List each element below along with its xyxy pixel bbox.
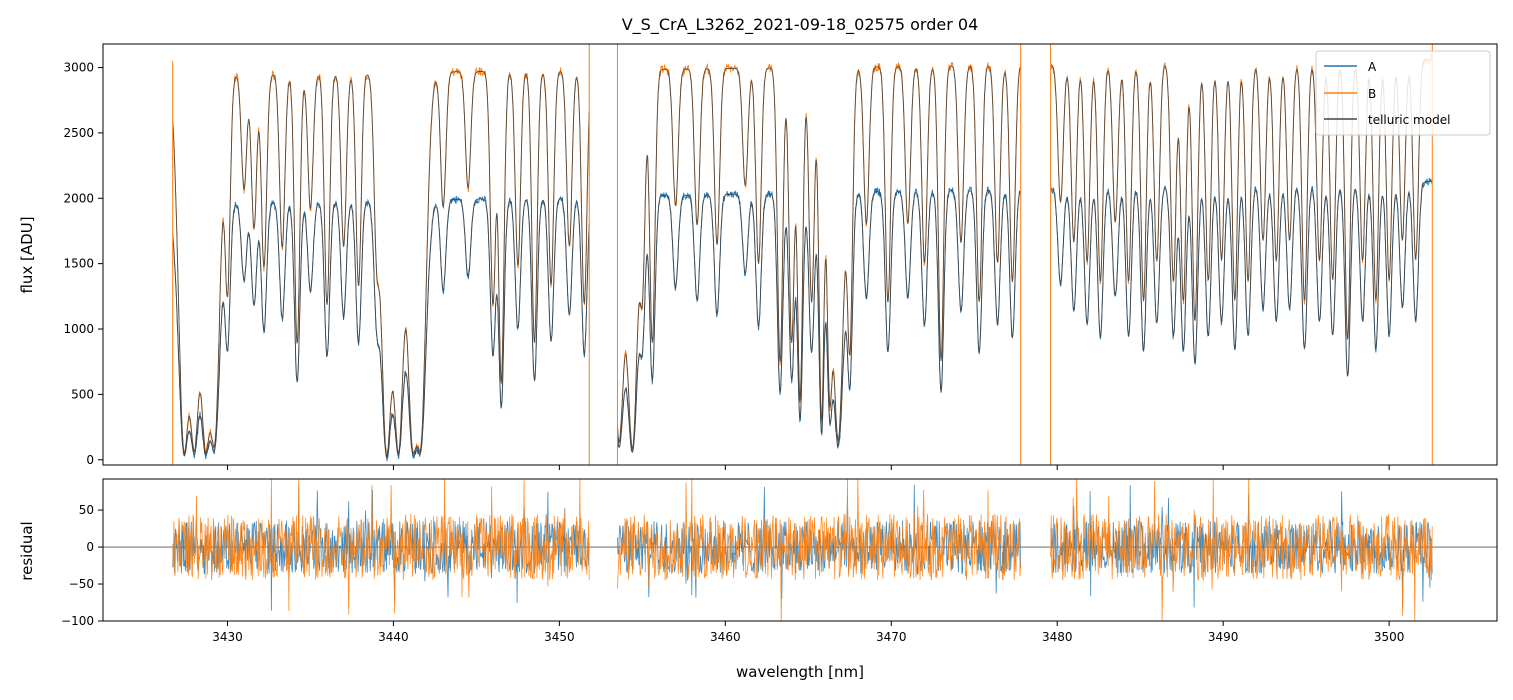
legend-label-b: B — [1368, 87, 1376, 101]
x-axis-label: wavelength [nm] — [736, 663, 864, 681]
residual-y-tick-label: 0 — [86, 540, 94, 554]
legend-label-a: A — [1368, 60, 1377, 74]
residual-x-ticks: 3430 3440 3450 3460 3470 3480 3490 3500 — [212, 621, 1404, 644]
x-tick-label: 3500 — [1374, 630, 1405, 644]
flux-series-group — [172, 44, 1433, 465]
x-tick-label: 3470 — [876, 630, 907, 644]
legend-box — [1315, 50, 1491, 136]
x-tick-label: 3450 — [544, 630, 575, 644]
telluric-model-b-segment-0 — [172, 71, 590, 457]
residual-b-line-segment-0 — [172, 479, 590, 615]
residual-b-line-segment-1 — [617, 479, 1021, 621]
residual-y-axis-label: residual — [18, 521, 36, 580]
telluric-model-a-segment-1 — [617, 189, 1022, 453]
flux-y-ticks: 0 500 1000 1500 2000 2500 3000 — [63, 61, 103, 467]
flux-y-tick-label: 3000 — [63, 61, 94, 75]
flux-y-tick-label: 0 — [86, 453, 94, 467]
flux-y-tick-label: 2000 — [63, 191, 94, 205]
residual-y-tick-label: −50 — [69, 577, 94, 591]
residual-b-line-segment-2 — [1050, 479, 1433, 621]
flux-y-tick-label: 1500 — [63, 257, 94, 271]
flux-y-axis-label: flux [ADU] — [18, 216, 36, 293]
flux-x-ticks — [226, 465, 1390, 470]
residual-axes-frame — [102, 478, 1498, 622]
residual-series-group — [103, 479, 1497, 621]
residual-y-tick-label: 50 — [79, 503, 94, 517]
x-tick-label: 3460 — [710, 630, 741, 644]
telluric-model-a-segment-2 — [1050, 180, 1433, 378]
residual-y-tick-label: −100 — [61, 614, 94, 628]
x-tick-label: 3440 — [378, 630, 409, 644]
flux-axes-frame — [102, 43, 1498, 466]
legend-label-telluric: telluric model — [1368, 113, 1450, 127]
flux-y-tick-label: 1000 — [63, 322, 94, 336]
legend: A B telluric model — [1315, 50, 1491, 136]
telluric-model-a-segment-0 — [172, 197, 590, 458]
flux-y-tick-label: 500 — [71, 387, 94, 401]
residual-y-ticks: −100 −50 0 50 — [61, 503, 103, 628]
x-tick-label: 3480 — [1042, 630, 1073, 644]
x-tick-label: 3490 — [1208, 630, 1239, 644]
telluric-model-b-segment-1 — [617, 65, 1022, 450]
flux-panel: 0 500 1000 1500 2000 2500 3000 flux [ADU] A B … — [18, 43, 1498, 470]
chart-title: V_S_CrA_L3262_2021-09-18_02575 order 04 — [622, 15, 979, 35]
flux-y-tick-label: 2500 — [63, 126, 94, 140]
x-tick-label: 3430 — [212, 630, 243, 644]
